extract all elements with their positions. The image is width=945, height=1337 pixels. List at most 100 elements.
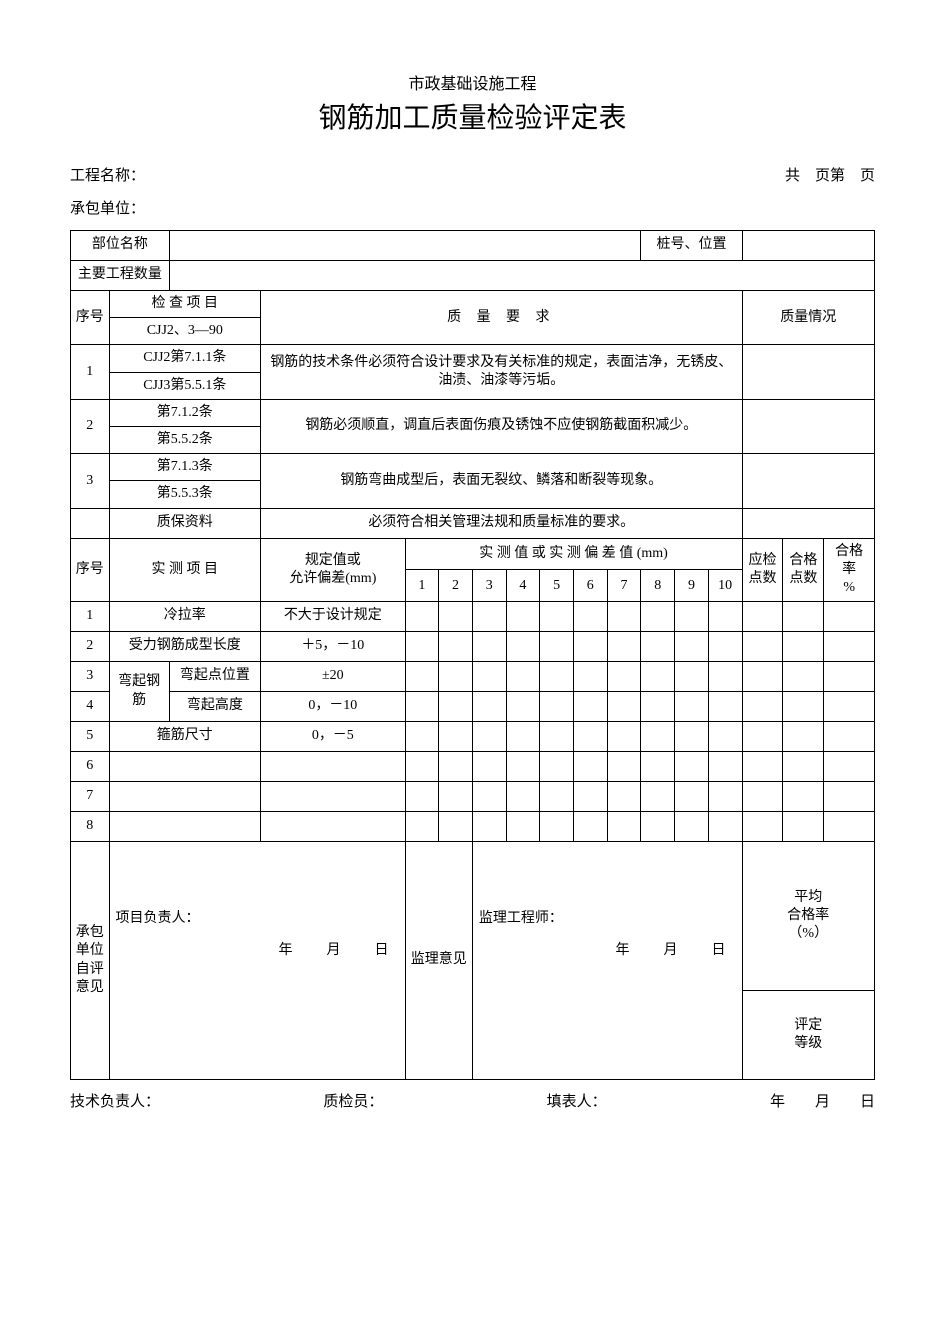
meas-cell[interactable] bbox=[675, 752, 709, 782]
meas-cell[interactable] bbox=[439, 722, 473, 752]
meas-cell[interactable] bbox=[472, 812, 506, 842]
meas-cell[interactable] bbox=[540, 632, 574, 662]
meas-cell[interactable] bbox=[405, 812, 439, 842]
meas-cell[interactable] bbox=[641, 632, 675, 662]
meas-cell[interactable] bbox=[540, 782, 574, 812]
meas-cell[interactable] bbox=[439, 752, 473, 782]
meas-cell[interactable] bbox=[607, 812, 641, 842]
meas-cell[interactable] bbox=[472, 692, 506, 722]
meas-cell[interactable] bbox=[742, 812, 783, 842]
meas-cell[interactable] bbox=[506, 692, 540, 722]
meas-cell[interactable] bbox=[439, 602, 473, 632]
meas-cell[interactable] bbox=[540, 602, 574, 632]
section-name-value[interactable] bbox=[169, 231, 641, 261]
meas-cell[interactable] bbox=[783, 602, 824, 632]
meas-cell[interactable] bbox=[472, 782, 506, 812]
meas-cell[interactable] bbox=[675, 602, 709, 632]
meas-cell[interactable] bbox=[405, 782, 439, 812]
meas-cell[interactable] bbox=[472, 662, 506, 692]
meas-cell[interactable] bbox=[708, 782, 742, 812]
meas-cell[interactable] bbox=[708, 752, 742, 782]
meas-cell[interactable] bbox=[675, 812, 709, 842]
meas-spec[interactable] bbox=[261, 812, 405, 842]
meas-cell[interactable] bbox=[783, 632, 824, 662]
meas-cell[interactable] bbox=[742, 602, 783, 632]
meas-cell[interactable] bbox=[573, 782, 607, 812]
meas-cell[interactable] bbox=[439, 782, 473, 812]
meas-cell[interactable] bbox=[540, 692, 574, 722]
meas-cell[interactable] bbox=[641, 602, 675, 632]
meas-cell[interactable] bbox=[472, 632, 506, 662]
meas-item[interactable] bbox=[109, 782, 261, 812]
meas-cell[interactable] bbox=[573, 722, 607, 752]
meas-cell[interactable] bbox=[405, 602, 439, 632]
meas-cell[interactable] bbox=[641, 722, 675, 752]
meas-cell[interactable] bbox=[824, 602, 875, 632]
meas-cell[interactable] bbox=[573, 812, 607, 842]
meas-cell[interactable] bbox=[742, 722, 783, 752]
meas-cell[interactable] bbox=[607, 692, 641, 722]
meas-cell[interactable] bbox=[607, 722, 641, 752]
meas-cell[interactable] bbox=[540, 752, 574, 782]
meas-cell[interactable] bbox=[472, 602, 506, 632]
meas-cell[interactable] bbox=[573, 602, 607, 632]
meas-cell[interactable] bbox=[824, 812, 875, 842]
meas-cell[interactable] bbox=[439, 812, 473, 842]
meas-cell[interactable] bbox=[506, 722, 540, 752]
meas-cell[interactable] bbox=[641, 812, 675, 842]
meas-cell[interactable] bbox=[607, 632, 641, 662]
meas-cell[interactable] bbox=[641, 752, 675, 782]
meas-cell[interactable] bbox=[783, 722, 824, 752]
meas-cell[interactable] bbox=[607, 752, 641, 782]
meas-cell[interactable] bbox=[540, 812, 574, 842]
meas-cell[interactable] bbox=[641, 662, 675, 692]
meas-cell[interactable] bbox=[506, 752, 540, 782]
check-status[interactable] bbox=[742, 454, 874, 508]
meas-cell[interactable] bbox=[708, 722, 742, 752]
meas-cell[interactable] bbox=[573, 632, 607, 662]
meas-cell[interactable] bbox=[742, 782, 783, 812]
main-qty-value[interactable] bbox=[169, 261, 874, 291]
meas-cell[interactable] bbox=[540, 722, 574, 752]
meas-cell[interactable] bbox=[405, 632, 439, 662]
meas-cell[interactable] bbox=[783, 812, 824, 842]
meas-cell[interactable] bbox=[675, 722, 709, 752]
meas-cell[interactable] bbox=[405, 692, 439, 722]
meas-cell[interactable] bbox=[607, 782, 641, 812]
qa-doc-status[interactable] bbox=[742, 508, 874, 538]
meas-cell[interactable] bbox=[708, 692, 742, 722]
meas-cell[interactable] bbox=[675, 662, 709, 692]
meas-cell[interactable] bbox=[641, 692, 675, 722]
meas-cell[interactable] bbox=[708, 632, 742, 662]
meas-cell[interactable] bbox=[824, 752, 875, 782]
meas-cell[interactable] bbox=[742, 692, 783, 722]
meas-cell[interactable] bbox=[783, 782, 824, 812]
meas-cell[interactable] bbox=[506, 632, 540, 662]
meas-cell[interactable] bbox=[824, 782, 875, 812]
meas-cell[interactable] bbox=[783, 752, 824, 782]
meas-cell[interactable] bbox=[641, 782, 675, 812]
meas-item[interactable] bbox=[109, 812, 261, 842]
meas-cell[interactable] bbox=[439, 662, 473, 692]
meas-cell[interactable] bbox=[506, 662, 540, 692]
meas-cell[interactable] bbox=[783, 692, 824, 722]
meas-cell[interactable] bbox=[405, 662, 439, 692]
meas-cell[interactable] bbox=[506, 602, 540, 632]
meas-cell[interactable] bbox=[824, 692, 875, 722]
meas-cell[interactable] bbox=[607, 662, 641, 692]
meas-cell[interactable] bbox=[607, 602, 641, 632]
meas-cell[interactable] bbox=[573, 662, 607, 692]
meas-cell[interactable] bbox=[708, 812, 742, 842]
meas-cell[interactable] bbox=[506, 812, 540, 842]
meas-cell[interactable] bbox=[708, 662, 742, 692]
meas-spec[interactable] bbox=[261, 752, 405, 782]
meas-cell[interactable] bbox=[506, 782, 540, 812]
meas-cell[interactable] bbox=[540, 662, 574, 692]
meas-cell[interactable] bbox=[405, 752, 439, 782]
meas-cell[interactable] bbox=[405, 722, 439, 752]
meas-cell[interactable] bbox=[439, 632, 473, 662]
meas-cell[interactable] bbox=[742, 632, 783, 662]
meas-cell[interactable] bbox=[573, 752, 607, 782]
meas-cell[interactable] bbox=[675, 782, 709, 812]
meas-cell[interactable] bbox=[675, 692, 709, 722]
